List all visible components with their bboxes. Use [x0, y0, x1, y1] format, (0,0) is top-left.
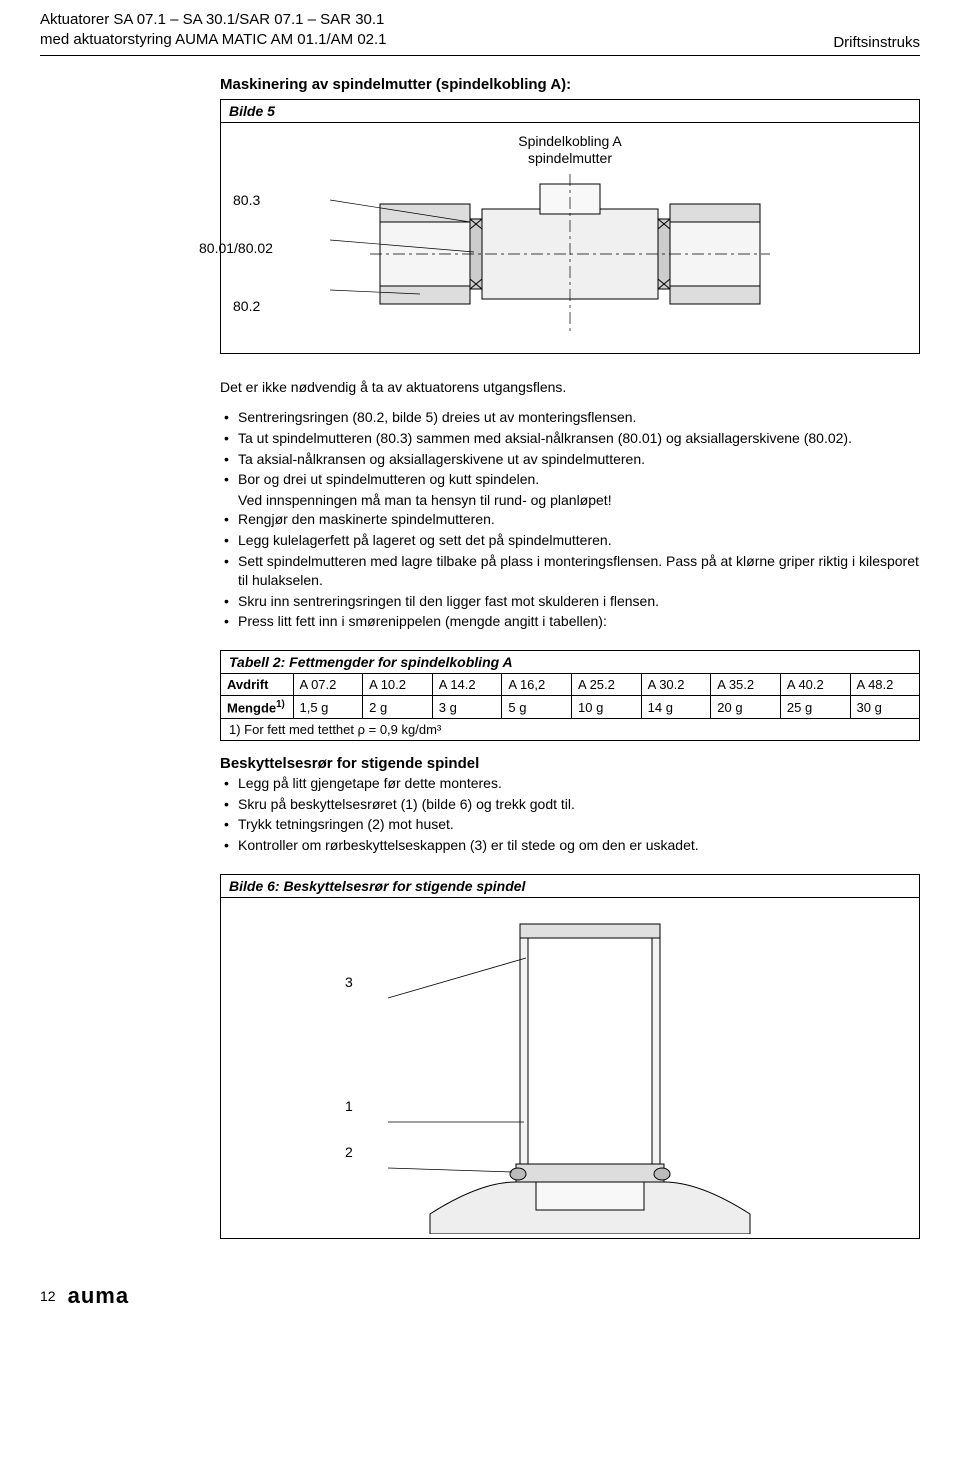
bullet-item: Sett spindelmutteren med lagre tilbake p… [220, 552, 920, 591]
bullet-item: Trykk tetningsringen (2) mot huset. [220, 815, 920, 835]
section1-bullets: Sentreringsringen (80.2, bilde 5) dreies… [220, 408, 920, 632]
table2: Avdrift A 07.2 A 10.2 A 14.2 A 16,2 A 25… [221, 674, 919, 718]
figure5-body: Spindelkobling A spindelmutter 80.3 80.0… [221, 123, 919, 353]
fig6-label3: 3 [345, 974, 353, 990]
header-line2: med aktuatorstyring AUMA MATIC AM 01.1/A… [40, 30, 387, 50]
table-cell: 2 g [363, 695, 433, 718]
table-cell: A 35.2 [711, 674, 781, 696]
header-left: Aktuatorer SA 07.1 – SA 30.1/SAR 07.1 – … [40, 10, 387, 51]
table-cell: 10 g [572, 695, 642, 718]
page-header: Aktuatorer SA 07.1 – SA 30.1/SAR 07.1 – … [40, 0, 920, 56]
section2-title: Beskyttelsesrør for stigende spindel [220, 755, 920, 772]
table-cell: A 25.2 [572, 674, 642, 696]
row2hdr-sup: 1) [276, 699, 285, 710]
section1-intro: Det er ikke nødvendig å ta av aktuatoren… [220, 378, 920, 397]
figure6-body: 3 1 2 [221, 898, 919, 1238]
table-cell: A 16,2 [502, 674, 572, 696]
bullet-item: Press litt fett inn i smørenippelen (men… [220, 612, 920, 632]
figure5-caption: Bilde 5 [221, 100, 919, 123]
bullet-sub: Ved innspenningen må man ta hensyn til r… [220, 491, 920, 511]
table-cell: A 40.2 [780, 674, 850, 696]
fig5-label-80-2: 80.2 [233, 299, 273, 313]
bullet-item: Legg på litt gjengetape før dette monter… [220, 774, 920, 794]
table-rowhdr: Avdrift [221, 674, 293, 696]
table-cell: 30 g [850, 695, 919, 718]
figure6-box: Bilde 6: Beskyttelsesrør for stigende sp… [220, 874, 920, 1239]
figure6-caption: Bilde 6: Beskyttelsesrør for stigende sp… [221, 875, 919, 898]
table2-note: 1) For fett med tetthet ρ = 0,9 kg/dm³ [221, 718, 919, 740]
bullet-item: Kontroller om rørbeskyttelseskappen (3) … [220, 836, 920, 856]
table-cell: A 14.2 [432, 674, 502, 696]
table-cell: A 30.2 [641, 674, 711, 696]
figure5-diagram [310, 174, 830, 334]
page-footer: 12 auma [40, 1263, 920, 1319]
fig5-toplabel2: spindelmutter [528, 150, 612, 166]
header-right: Driftsinstruks [833, 34, 920, 51]
table-cell: 3 g [432, 695, 502, 718]
bullet-item: Legg kulelagerfett på lageret og sett de… [220, 531, 920, 551]
section2-bullets: Legg på litt gjengetape før dette monter… [220, 774, 920, 855]
fig6-label2: 2 [345, 1144, 353, 1160]
fig5-toplabel1: Spindelkobling A [518, 133, 622, 149]
table-cell: 5 g [502, 695, 572, 718]
table-cell: 14 g [641, 695, 711, 718]
fig5-label-80-01-02: 80.01/80.02 [199, 241, 273, 255]
bullet-item: Skru inn sentreringsringen til den ligge… [220, 592, 920, 612]
fig6-label1: 1 [345, 1098, 353, 1114]
table2-box: Tabell 2: Fettmengder for spindelkobling… [220, 650, 920, 741]
bullet-item: Skru på beskyttelsesrøret (1) (bilde 6) … [220, 795, 920, 815]
bullet-item: Sentreringsringen (80.2, bilde 5) dreies… [220, 408, 920, 428]
bullet-item: Ta aksial-nålkransen og aksiallagerskive… [220, 450, 920, 470]
bullet-item: Bor og drei ut spindelmutteren og kutt s… [220, 470, 920, 490]
logo: auma [68, 1283, 129, 1309]
table-cell: 1,5 g [293, 695, 363, 718]
table-cell: A 10.2 [363, 674, 433, 696]
page-number: 12 [40, 1288, 56, 1304]
table-cell: A 48.2 [850, 674, 919, 696]
table-cell: 25 g [780, 695, 850, 718]
row2hdr-text: Mengde [227, 700, 276, 715]
table-cell: 20 g [711, 695, 781, 718]
bullet-item: Ta ut spindelmutteren (80.3) sammen med … [220, 429, 920, 449]
fig5-label-80-3: 80.3 [233, 193, 273, 207]
table-cell: A 07.2 [293, 674, 363, 696]
figure5-box: Bilde 5 Spindelkobling A spindelmutter 8… [220, 99, 920, 354]
table2-title: Tabell 2: Fettmengder for spindelkobling… [221, 651, 919, 674]
table-rowhdr2: Mengde1) [221, 695, 293, 718]
figure6-diagram [250, 914, 890, 1234]
section1-title: Maskinering av spindelmutter (spindelkob… [220, 76, 920, 93]
header-line1: Aktuatorer SA 07.1 – SA 30.1/SAR 07.1 – … [40, 10, 387, 30]
bullet-item: Rengjør den maskinerte spindelmutteren. [220, 510, 920, 530]
